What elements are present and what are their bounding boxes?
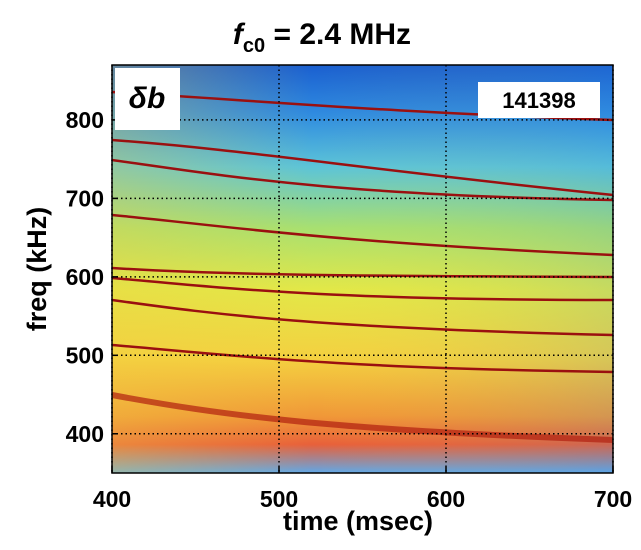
y-tick-label: 600	[66, 264, 104, 290]
y-axis-label: freq (kHz)	[22, 207, 52, 332]
spectrogram-shading	[112, 65, 613, 473]
mode-line	[111, 158, 614, 202]
mode-line	[111, 276, 614, 302]
x-tick-label: 400	[93, 486, 131, 512]
mode-line	[111, 392, 614, 443]
mode-lines	[111, 90, 614, 443]
x-axis-label: time (msec)	[283, 506, 433, 536]
y-tick-label: 400	[66, 421, 104, 447]
mode-line	[111, 266, 614, 279]
mode-line	[111, 343, 614, 374]
axes-frame	[111, 64, 614, 474]
title-subscript: c0	[243, 35, 265, 57]
annotation-box	[115, 68, 180, 130]
title-symbol: f	[233, 18, 246, 51]
annotation-box	[478, 82, 600, 118]
x-tick-label: 600	[427, 486, 465, 512]
y-tick-label: 500	[66, 342, 104, 368]
shot-label: 141398	[502, 88, 575, 113]
mode-line	[111, 138, 614, 197]
title-text: = 2.4 MHz	[265, 18, 411, 51]
quantity-label: δb	[129, 82, 166, 115]
mode-line	[111, 298, 614, 337]
mode-line	[111, 213, 614, 257]
y-tick-label: 700	[66, 185, 104, 211]
x-tick-label: 500	[260, 486, 298, 512]
x-tick-label: 700	[594, 486, 632, 512]
y-tick-label: 800	[66, 107, 104, 133]
plot-area: δb 141398	[111, 64, 614, 474]
chart-title: fc0 = 2.4 MHz	[233, 18, 411, 57]
